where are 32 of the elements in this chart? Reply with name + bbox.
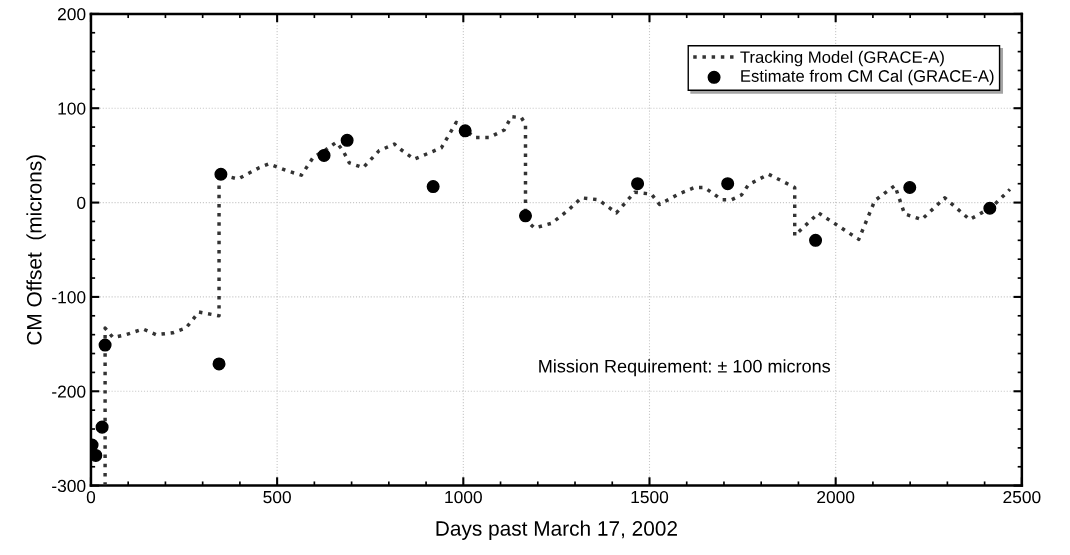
y-tick-label: -200	[52, 385, 86, 398]
legend-label: Tracking Model (GRACE-A)	[740, 50, 944, 67]
y-tick-label: 0	[77, 196, 86, 210]
point	[214, 167, 228, 181]
point	[458, 124, 472, 138]
x-tick-label: 2500	[1003, 490, 1041, 504]
x-tick-label: 500	[263, 490, 291, 504]
x-axis-title: Days past March 17, 2002	[436, 520, 677, 540]
x-tick-label: 0	[86, 490, 96, 504]
y-tick-label: 100	[58, 102, 86, 115]
x-tick-label: 1000	[445, 490, 482, 504]
point	[721, 177, 735, 191]
point	[518, 209, 532, 223]
y-tick-label: -300	[52, 479, 86, 493]
point	[98, 338, 112, 352]
point	[95, 420, 109, 434]
point	[631, 177, 645, 191]
y-tick-label: 200	[58, 8, 86, 21]
point	[426, 180, 440, 194]
point	[340, 133, 354, 147]
x-tick-label: 1500	[631, 490, 669, 504]
point	[90, 448, 103, 462]
legend-label: Estimate from CM Cal (GRACE-A)	[741, 69, 994, 86]
y-tick-label: -100	[52, 291, 86, 304]
point	[903, 180, 917, 194]
y-axis-title: CM Offset (microns)	[26, 155, 46, 345]
point	[809, 233, 823, 247]
point	[983, 201, 997, 215]
point	[317, 148, 331, 162]
annotation: Mission Requirement: ± 100 microns	[539, 359, 831, 377]
point	[212, 357, 226, 371]
x-tick-label: 2000	[817, 490, 855, 504]
